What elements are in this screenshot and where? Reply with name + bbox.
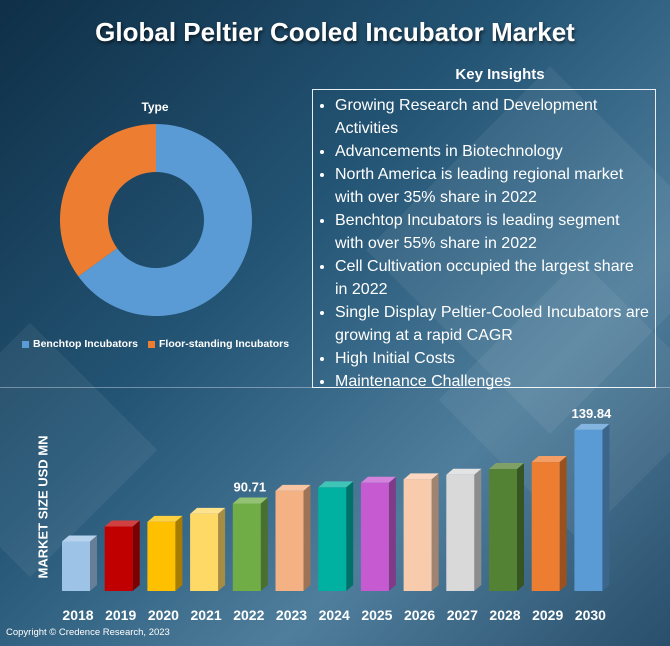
pie-legend: Benchtop Incubators Floor-standing Incub…: [22, 338, 289, 350]
insight-item: Single Display Peltier-Cooled Incubators…: [335, 301, 649, 347]
bar-front: [147, 521, 176, 591]
bar-front: [104, 526, 133, 591]
bar-2021: [190, 507, 226, 591]
bar-side: [346, 481, 354, 591]
bar-top: [104, 520, 140, 527]
insights-heading: Key Insights: [455, 66, 545, 83]
x-tick-label: 2027: [447, 607, 478, 623]
page-title: Global Peltier Cooled Incubator Market: [95, 17, 575, 47]
bar-front: [403, 479, 432, 591]
bar-front: [190, 513, 219, 591]
pie-slice-benchtop: [78, 124, 252, 316]
x-tick-label: 2029: [532, 607, 563, 623]
insight-item: North America is leading regional market…: [335, 163, 649, 209]
x-tick-label: 2020: [148, 607, 179, 623]
x-tick-label: 2022: [233, 607, 264, 623]
bar-side: [175, 515, 183, 591]
copyright-text: Copyright © Credence Research, 2023: [6, 627, 170, 638]
x-tick-label: 2021: [191, 607, 222, 623]
bar-side: [303, 484, 311, 591]
bar-top: [446, 468, 482, 475]
bar-top: [403, 473, 439, 480]
bar-top: [190, 507, 226, 514]
x-tick-label: 2026: [404, 607, 435, 623]
bar-top: [275, 484, 311, 491]
bar-side: [132, 520, 140, 591]
legend-item-floor-standing: Floor-standing Incubators: [148, 338, 289, 350]
insights-box: Growing Research and Development Activit…: [312, 89, 656, 390]
bar-front: [489, 468, 517, 591]
insight-item: Maintenance Challenges: [335, 370, 649, 393]
bar-side: [218, 507, 226, 591]
background-diamond: [0, 322, 158, 578]
legend-swatch-benchtop: [22, 340, 29, 348]
data-label: 90.71: [234, 480, 267, 495]
bar-front: [62, 541, 90, 591]
legend-swatch-floor-standing: [148, 340, 156, 348]
legend-label-floor-standing: Floor-standing Incubators: [159, 338, 290, 350]
bar-2020: [147, 515, 183, 591]
bar-front: [446, 474, 475, 591]
bar-2027: [446, 468, 482, 591]
x-tick-label: 2028: [489, 607, 520, 623]
bar-2018: [62, 535, 97, 591]
insight-item: Cell Cultivation occupied the largest sh…: [335, 255, 649, 301]
bar-top: [147, 515, 183, 522]
pie-chart-title: Type: [141, 100, 169, 114]
insights-list: Growing Research and Development Activit…: [317, 94, 649, 393]
legend-label-benchtop: Benchtop Incubators: [33, 338, 139, 350]
bar-2026: [403, 473, 439, 591]
legend-item-benchtop: Benchtop Incubators: [22, 338, 138, 350]
x-tick-label: 2025: [361, 607, 392, 623]
bar-2024: [318, 481, 354, 591]
x-tick-label: 2023: [276, 607, 307, 623]
bar-side: [90, 535, 97, 591]
insight-item: High Initial Costs: [335, 347, 649, 370]
insight-item: Benchtop Incubators is leading segment w…: [335, 209, 649, 255]
section-divider: [0, 387, 670, 388]
x-tick-label: 2019: [105, 607, 136, 623]
bar-front: [275, 490, 304, 591]
bar-2019: [104, 520, 140, 591]
pie-slice-floor-standing: [59, 124, 157, 277]
bar-top: [232, 497, 268, 504]
bar-side: [431, 473, 439, 591]
bar-side: [260, 497, 268, 591]
bar-side: [388, 476, 396, 591]
x-tick-label: 2030: [575, 607, 606, 623]
bar-front: [232, 503, 261, 591]
insight-item: Growing Research and Development Activit…: [335, 94, 649, 140]
bar-front: [318, 487, 347, 591]
bar-top: [360, 476, 396, 483]
insight-item: Advancements in Biotechnology: [335, 140, 649, 163]
x-tick-label: 2018: [62, 607, 93, 623]
bar-top: [318, 481, 354, 488]
y-axis-label: MARKET SIZE USD MN: [35, 435, 51, 579]
bar-front: [360, 482, 389, 591]
bar-2028: [489, 462, 524, 591]
bar-2022: [232, 497, 268, 591]
bar-2025: [360, 476, 396, 591]
x-tick-label: 2024: [319, 607, 350, 623]
bar-side: [474, 468, 482, 591]
bar-2023: [275, 484, 311, 591]
